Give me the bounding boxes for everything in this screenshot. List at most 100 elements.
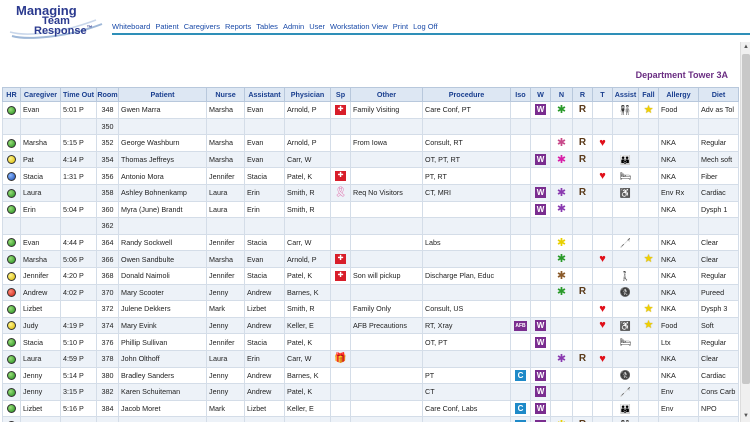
- cell-t[interactable]: [592, 366, 613, 385]
- cell-procedure[interactable]: RT, Xray: [422, 316, 511, 335]
- table-row[interactable]: Jenny 5:14 P 380 Bradley Sanders Jenny Andrew…: [2, 366, 739, 385]
- cell-assist[interactable]: 👫: [612, 416, 639, 422]
- cell-other[interactable]: [350, 283, 423, 302]
- cell-room[interactable]: 382: [96, 383, 119, 401]
- cell-other[interactable]: [350, 167, 423, 185]
- cell-n[interactable]: [550, 316, 573, 335]
- cell-patient[interactable]: John Olthoff: [118, 349, 207, 368]
- cell-n[interactable]: [550, 117, 573, 136]
- cell-nurse[interactable]: Marsha: [206, 134, 245, 152]
- cell-w[interactable]: W: [530, 200, 551, 219]
- cell-patient[interactable]: [118, 117, 207, 136]
- cell-r[interactable]: [572, 250, 593, 268]
- cell-iso[interactable]: [510, 349, 531, 368]
- cell-assist[interactable]: ♿: [612, 316, 639, 335]
- cell-allergy[interactable]: NKA: [658, 233, 699, 252]
- cell-other[interactable]: Req No Visitors: [350, 183, 423, 202]
- cell-caregiver[interactable]: [20, 117, 61, 136]
- cell-fall[interactable]: [638, 399, 659, 418]
- cell-hr[interactable]: [2, 383, 21, 401]
- cell-procedure[interactable]: Consult, RT: [422, 134, 511, 152]
- cell-other[interactable]: [350, 217, 423, 235]
- cell-procedure[interactable]: Care Conf, Labs: [422, 399, 511, 418]
- cell-allergy[interactable]: NKA: [658, 167, 699, 185]
- cell-time[interactable]: 5:06 P: [60, 250, 97, 268]
- cell-fall[interactable]: [638, 283, 659, 302]
- cell-iso[interactable]: [510, 134, 531, 152]
- cell-allergy[interactable]: NKA: [658, 349, 699, 368]
- cell-physician[interactable]: Barnes, K: [284, 366, 331, 385]
- cell-r[interactable]: [572, 200, 593, 219]
- cell-n[interactable]: [550, 333, 573, 351]
- cell-caregiver[interactable]: Laura: [20, 349, 61, 368]
- cell-n[interactable]: ✱: [550, 266, 573, 285]
- cell-physician[interactable]: Smith, R: [284, 300, 331, 318]
- cell-room[interactable]: 356: [96, 167, 119, 185]
- cell-assistant[interactable]: Lizbet: [244, 399, 285, 418]
- cell-diet[interactable]: Regular: [698, 266, 739, 285]
- cell-nurse[interactable]: Jennifer: [206, 233, 245, 252]
- cell-diet[interactable]: Cons Carb: [698, 383, 739, 401]
- cell-n[interactable]: ✱: [550, 200, 573, 219]
- cell-room[interactable]: 386: [96, 416, 119, 422]
- cell-caregiver[interactable]: Judy: [20, 316, 61, 335]
- cell-diet[interactable]: [698, 217, 739, 235]
- cell-physician[interactable]: Patel, K: [284, 383, 331, 401]
- cell-r[interactable]: [572, 266, 593, 285]
- cell-t[interactable]: [592, 399, 613, 418]
- cell-nurse[interactable]: Jennifer: [206, 266, 245, 285]
- cell-fall[interactable]: [638, 416, 659, 422]
- cell-caregiver[interactable]: Marsha: [20, 250, 61, 268]
- cell-assist[interactable]: 🚷: [612, 283, 639, 302]
- cell-r[interactable]: R: [572, 101, 593, 119]
- column-header-room[interactable]: Room: [96, 87, 119, 102]
- column-header-assistant[interactable]: Assistant: [244, 87, 285, 102]
- cell-sp[interactable]: [330, 316, 351, 335]
- table-row[interactable]: Judy 4:19 P 374 Mary Evink Jenny Andrew Keller…: [2, 316, 739, 335]
- column-header-sp[interactable]: Sp: [330, 87, 351, 102]
- cell-physician[interactable]: Patel, K: [284, 333, 331, 351]
- cell-time[interactable]: 4:19 P: [60, 316, 97, 335]
- cell-iso[interactable]: [510, 150, 531, 169]
- cell-w[interactable]: [530, 217, 551, 235]
- cell-n[interactable]: ✱: [550, 283, 573, 302]
- nav-print[interactable]: Print: [392, 22, 409, 31]
- cell-assistant[interactable]: Stacia: [244, 266, 285, 285]
- cell-patient[interactable]: Natalie Rosenbaum: [118, 416, 207, 422]
- cell-nurse[interactable]: Jennifer: [206, 333, 245, 351]
- table-row[interactable]: Stacia 5:10 P 376 Phillip Sullivan Jennifer S…: [2, 333, 739, 351]
- cell-diet[interactable]: Soft: [698, 316, 739, 335]
- cell-r[interactable]: [572, 383, 593, 401]
- cell-r[interactable]: [572, 233, 593, 252]
- cell-sp[interactable]: [330, 283, 351, 302]
- vertical-scrollbar[interactable]: ▲ ▼: [740, 42, 750, 422]
- column-header-t[interactable]: T: [592, 87, 613, 102]
- cell-t[interactable]: ♥: [592, 300, 613, 318]
- cell-patient[interactable]: Donald Naimoli: [118, 266, 207, 285]
- cell-fall[interactable]: [638, 134, 659, 152]
- cell-w[interactable]: W: [530, 416, 551, 422]
- cell-hr[interactable]: [2, 333, 21, 351]
- cell-assistant[interactable]: [244, 217, 285, 235]
- cell-assistant[interactable]: Evan: [244, 134, 285, 152]
- cell-sp[interactable]: [330, 416, 351, 422]
- cell-other[interactable]: [350, 333, 423, 351]
- cell-other[interactable]: Family Only: [350, 300, 423, 318]
- cell-allergy[interactable]: [658, 217, 699, 235]
- cell-assist[interactable]: 🦯: [612, 233, 639, 252]
- cell-hr[interactable]: [2, 200, 21, 219]
- cell-time[interactable]: 4:59 P: [60, 349, 97, 368]
- cell-caregiver[interactable]: Jenny: [20, 366, 61, 385]
- column-header-caregiver[interactable]: Caregiver: [20, 87, 61, 102]
- cell-nurse[interactable]: Laura: [206, 183, 245, 202]
- cell-r[interactable]: [572, 117, 593, 136]
- cell-t[interactable]: [592, 333, 613, 351]
- cell-fall[interactable]: ★: [638, 101, 659, 119]
- column-header-other[interactable]: Other: [350, 87, 423, 102]
- cell-other[interactable]: From Iowa: [350, 134, 423, 152]
- cell-assistant[interactable]: Andrew: [244, 283, 285, 302]
- cell-physician[interactable]: Barnes, K: [284, 416, 331, 422]
- cell-n[interactable]: [550, 366, 573, 385]
- cell-nurse[interactable]: Laura: [206, 200, 245, 219]
- cell-assist[interactable]: [612, 250, 639, 268]
